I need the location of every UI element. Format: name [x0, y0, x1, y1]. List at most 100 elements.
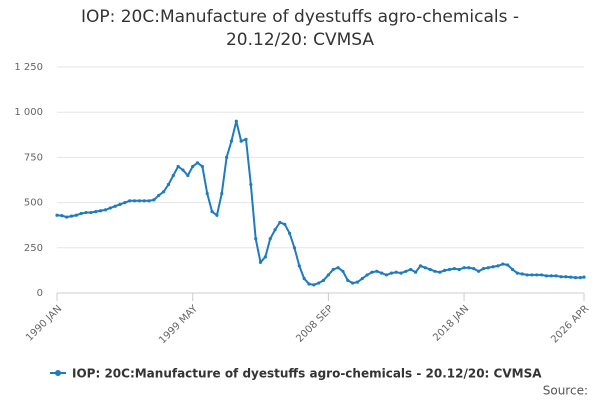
point: [254, 237, 258, 241]
y-tick-label: 1 250: [14, 62, 43, 73]
point: [234, 119, 238, 123]
x-tick-label: 2018 JAN: [431, 303, 471, 343]
point: [273, 228, 277, 232]
point: [118, 202, 122, 207]
point: [409, 267, 413, 272]
point: [447, 267, 452, 272]
point: [515, 271, 519, 275]
point: [360, 276, 364, 281]
point: [539, 273, 544, 277]
y-tick-label: 500: [24, 198, 43, 209]
point: [331, 267, 335, 272]
point: [525, 273, 529, 277]
point: [582, 275, 586, 279]
point: [195, 161, 200, 165]
x-tick-label: 2008 SEP: [294, 303, 335, 344]
point: [496, 264, 500, 268]
y-tick-label: 0: [37, 288, 43, 299]
point: [176, 164, 180, 169]
point: [423, 266, 427, 270]
point: [108, 206, 112, 210]
point: [74, 213, 78, 217]
point: [278, 220, 282, 225]
point: [191, 164, 195, 169]
y-tick-label: 250: [24, 243, 43, 254]
point: [573, 276, 578, 280]
point: [554, 274, 558, 278]
point: [263, 255, 267, 259]
point: [288, 231, 292, 235]
point: [321, 278, 326, 282]
point: [181, 168, 185, 172]
point: [365, 273, 369, 277]
point: [79, 211, 83, 216]
point: [394, 270, 398, 274]
point: [123, 201, 127, 205]
point: [215, 213, 219, 217]
point: [162, 190, 166, 194]
point: [341, 269, 345, 273]
point: [152, 198, 156, 202]
point: [544, 274, 549, 278]
point: [520, 272, 524, 276]
y-tick-label: 1 000: [14, 107, 43, 118]
point: [578, 276, 582, 280]
point: [220, 191, 224, 196]
point: [283, 222, 287, 226]
x-tick-label: 1999 MAY: [157, 303, 200, 346]
point: [510, 267, 515, 272]
point: [438, 270, 442, 274]
y-tick-label: 750: [24, 152, 43, 163]
point: [65, 215, 69, 219]
point: [443, 268, 447, 272]
point: [389, 271, 393, 275]
point: [370, 270, 374, 274]
point: [569, 275, 573, 279]
point: [147, 199, 151, 203]
point: [326, 273, 330, 277]
point: [137, 199, 141, 203]
point: [501, 262, 505, 266]
point: [60, 214, 64, 218]
point: [103, 208, 108, 212]
point: [186, 173, 190, 178]
point: [249, 182, 253, 187]
point: [128, 199, 132, 203]
x-tick-label: 1990 JAN: [24, 303, 64, 343]
point: [244, 137, 248, 141]
point: [229, 139, 234, 143]
point: [486, 266, 490, 270]
legend-label: IOP: 20C:Manufacture of dyestuffs agro-c…: [72, 367, 542, 381]
point: [418, 264, 423, 268]
point: [355, 280, 360, 284]
point: [452, 266, 456, 271]
point: [380, 271, 384, 275]
point: [428, 267, 432, 272]
point: [549, 274, 553, 278]
point: [404, 269, 408, 273]
point: [142, 199, 146, 203]
point: [312, 283, 316, 287]
x-tick-label: 2026 APR: [549, 303, 591, 345]
point: [506, 263, 510, 267]
point: [477, 269, 481, 273]
point: [559, 275, 563, 279]
point: [157, 193, 161, 197]
point: [225, 155, 229, 159]
point: [399, 271, 403, 275]
point: [351, 281, 355, 285]
point: [205, 191, 209, 196]
point: [472, 266, 476, 271]
point: [210, 210, 214, 214]
point: [414, 270, 418, 274]
point: [535, 273, 539, 277]
point: [84, 210, 88, 215]
point: [55, 213, 59, 217]
legend-marker: [55, 370, 61, 376]
point: [481, 266, 486, 271]
point: [268, 237, 272, 241]
point: [258, 260, 263, 264]
point: [297, 264, 301, 268]
point: [239, 139, 243, 143]
